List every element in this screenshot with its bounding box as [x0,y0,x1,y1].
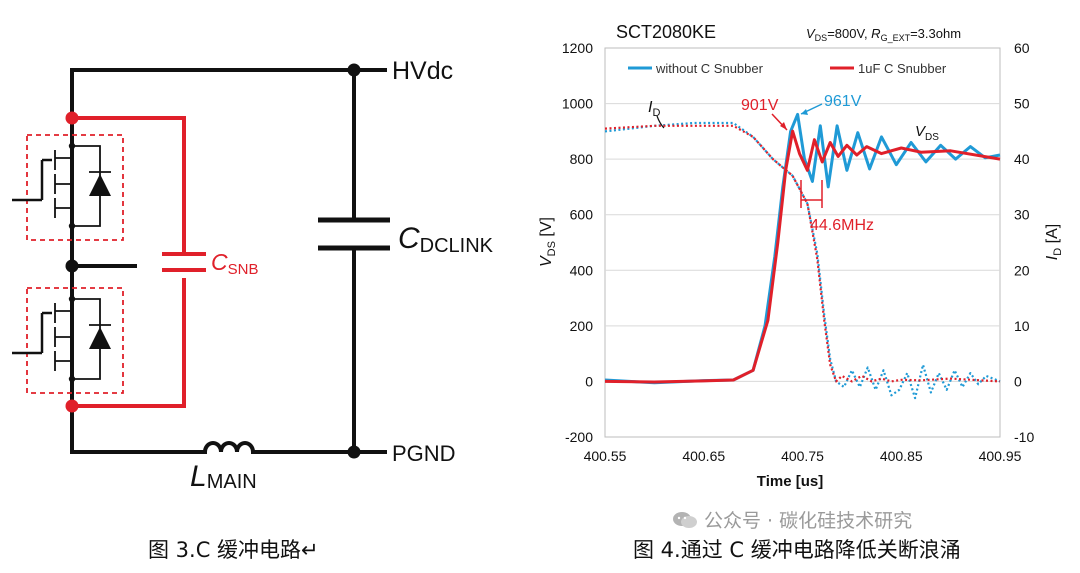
csnb-label: CSNB [211,249,258,278]
y-tick-right: 30 [1014,207,1030,223]
lmain-sub: MAIN [207,471,257,493]
y-ticks-right: -10 0 10 20 30 40 50 60 [1014,40,1034,445]
legend-with: 1uF C Snubber [858,61,947,76]
x-ticks: 400.55 400.65 400.75 400.85 400.95 [584,448,1022,464]
vds-with-snubber-line [604,129,1001,384]
y-tick-left: 1000 [562,96,593,112]
y-tick-right: 50 [1014,96,1030,112]
watermark-text: 公众号 · 碳化硅技术研究 [704,510,913,532]
caption-figure-3: 图 3.C 缓冲电路↵ [148,538,319,562]
y-tick-right: 20 [1014,262,1030,278]
chart-title: SCT2080KE [616,22,716,42]
main-inductor [203,441,255,453]
id-with-snubber-line [604,124,1001,383]
hvdc-label: HVdc [392,57,453,85]
snubber-circuit-diagram: HVdc PGND CDCLINK CSNB LMAIN [12,57,494,493]
ring-period-marker [800,180,823,208]
caption-figure-4: 图 4.通过 C 缓冲电路降低关断浪涌 [633,538,961,562]
x-tick: 400.85 [880,448,923,464]
high-side-diode [89,174,111,196]
csnb-sub: SNB [228,261,259,278]
y-tick-right: 0 [1014,373,1022,389]
y-ticks-left: -200 0 200 400 600 800 1000 1200 [562,40,593,445]
y-tick-left: 400 [570,262,594,278]
junction-dots [65,63,361,459]
peak-without-arrowhead [801,109,808,115]
high-side-mosfet [12,145,111,227]
low-side-diode [89,327,111,349]
waveform-chart: -200 0 200 400 600 800 1000 1200 -10 0 10 20 30 40 50… [538,22,1064,490]
y-tick-right: 40 [1014,151,1030,167]
y-tick-left: -200 [565,429,593,445]
lmain-label: LMAIN [190,460,257,493]
snubber-dots [65,111,79,413]
wechat-icon [673,512,697,528]
dclink-capacitor [318,217,390,251]
y-tick-left: 0 [585,373,593,389]
cdclink-sub: DCLINK [420,235,494,257]
watermark: 公众号 · 碳化硅技术研究 [672,506,912,533]
id-pointer [656,115,665,129]
id-annotation: ID [648,99,660,119]
series-layer [604,112,1001,400]
legend-without: without C Snubber [655,61,764,76]
y-axis-title-right: ID [A] [1044,224,1064,260]
y-tick-left: 600 [570,207,594,223]
x-tick: 400.65 [682,448,725,464]
peak-without-label: 961V [824,93,862,110]
pgnd-label: PGND [392,441,456,466]
x-tick: 400.55 [584,448,627,464]
id-without-snubber-line [604,121,1001,400]
y-tick-right: 60 [1014,40,1030,56]
ring-freq-label: 44.6MHz [810,217,874,234]
chart-legend: without C Snubber 1uF C Snubber [628,61,947,76]
cdclink-main: C [398,222,420,255]
chart-conditions: VDS=800V, RG_EXT=3.3ohm [806,26,961,43]
csnb-main: C [211,249,228,275]
y-tick-left: 1200 [562,40,593,56]
cdclink-label: CDCLINK [398,222,494,257]
y-axis-title-left: VDS [V] [538,217,558,267]
y-tick-left: 800 [570,151,594,167]
peak-with-label: 901V [741,97,779,114]
x-axis-title: Time [us] [757,473,823,490]
device-boxes [26,134,124,394]
y-tick-right: 10 [1014,318,1030,334]
lmain-main: L [190,460,207,493]
x-tick: 400.95 [979,448,1022,464]
vds-annotation: VDS [915,123,939,143]
x-tick: 400.75 [781,448,824,464]
snubber-loop [72,116,206,408]
y-tick-right: -10 [1014,429,1034,445]
y-tick-left: 200 [570,318,594,334]
peak-with-arrowhead [780,122,787,130]
